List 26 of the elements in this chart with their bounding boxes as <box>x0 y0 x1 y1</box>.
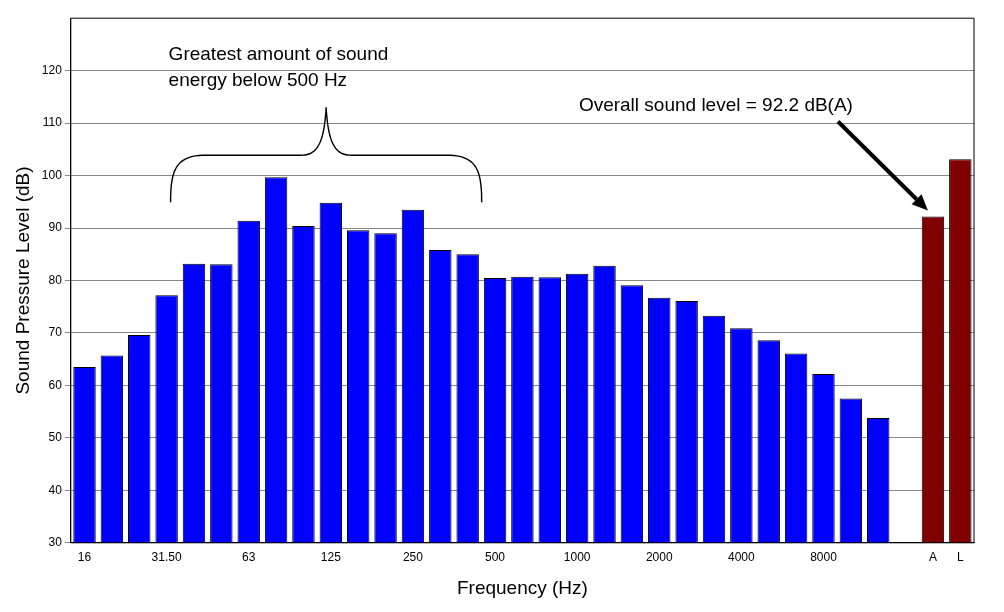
x-tick-label: 125 <box>320 550 342 565</box>
x-tick-label: 16 <box>77 550 92 565</box>
y-tick-label: 30 <box>48 535 63 550</box>
y-tick-label: 50 <box>48 430 63 445</box>
annotation: Greatest amount of sound energy below 500 Hz <box>168 43 389 91</box>
y-tick-label: 80 <box>48 272 63 287</box>
x-tick-label: 2000 <box>645 550 673 565</box>
x-tick-label: 250 <box>402 550 424 565</box>
x-axis-title: Frequency (Hz) <box>456 576 588 598</box>
y-tick-label: 40 <box>48 482 63 497</box>
x-tick-label: 4000 <box>728 550 756 565</box>
y-tick-label: 60 <box>48 377 63 392</box>
x-tick-label: 1000 <box>563 550 591 565</box>
x-tick-label: 31.50 <box>151 550 182 565</box>
y-axis-title: Sound Pressure Level (dB) <box>11 166 33 395</box>
x-tick-label: L <box>956 550 964 565</box>
x-tick-label: 500 <box>485 550 506 565</box>
y-tick-label: 120 <box>41 62 63 77</box>
x-tick-label: A <box>928 550 937 565</box>
y-tick-label: 100 <box>41 167 63 182</box>
y-tick-label: 90 <box>48 220 63 235</box>
y-tick-label: 70 <box>48 325 63 340</box>
x-tick-label: 8000 <box>810 550 838 565</box>
annotation: Overall sound level = 92.2 dB(A) <box>578 94 853 116</box>
x-tick-label: 63 <box>242 550 256 565</box>
y-tick-label: 110 <box>42 115 63 130</box>
